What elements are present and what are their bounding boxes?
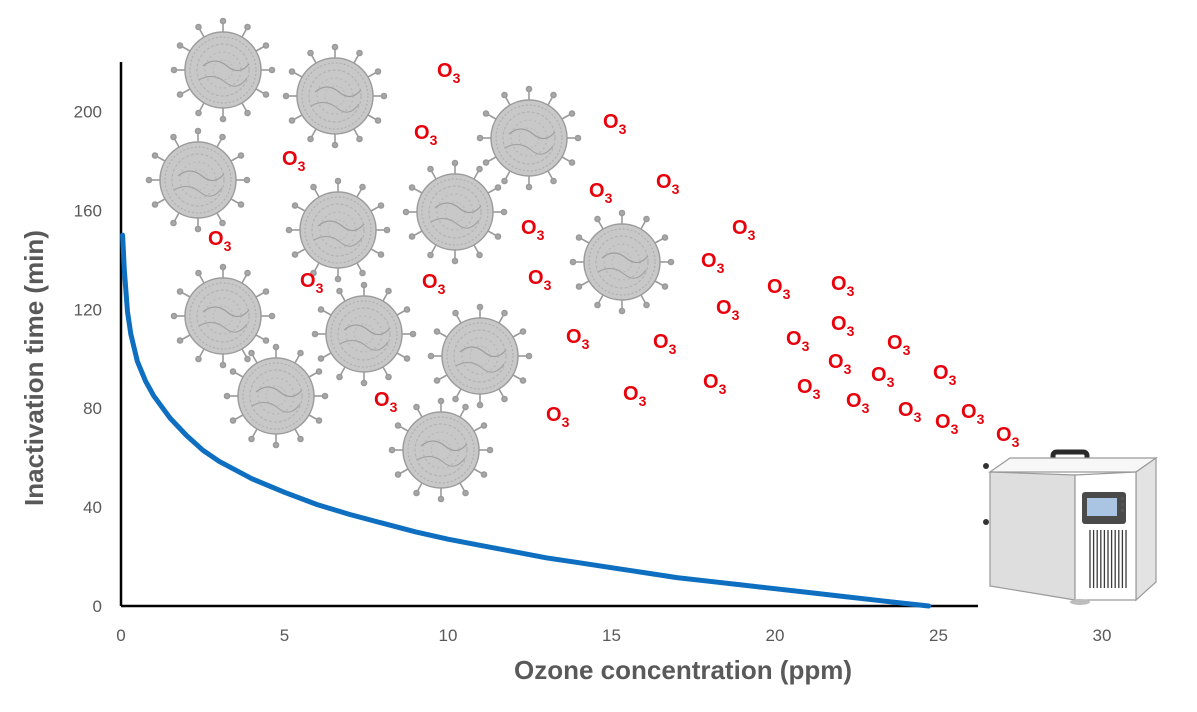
y-tick-label: 80: [83, 399, 102, 418]
virus-icons: [145, 17, 675, 503]
ozone-label: O3: [603, 111, 627, 137]
ozone-label: O3: [797, 376, 821, 402]
virus-icon: [282, 43, 388, 149]
ozone-generator-icon: [983, 449, 1158, 605]
ozone-label: O3: [831, 273, 855, 299]
x-tick-label: 10: [439, 626, 458, 645]
virus-icon: [476, 85, 582, 191]
x-tick-label: 5: [280, 626, 289, 645]
ozone-label: O3: [933, 362, 957, 388]
y-tick-label: 160: [74, 201, 102, 220]
ozone-label: O3: [528, 267, 552, 293]
virus-icon: [402, 159, 508, 265]
virus-icon: [145, 127, 251, 233]
ozone-label: O3: [422, 271, 446, 297]
ozone-label: O3: [656, 171, 680, 197]
ozone-label: O3: [846, 390, 870, 416]
ozone-label: O3: [996, 424, 1020, 450]
virus-icon: [170, 263, 276, 369]
virus-icon: [223, 343, 329, 449]
ozone-label: O3: [871, 364, 895, 390]
ozone-label: O3: [437, 60, 461, 86]
ozone-label: O3: [887, 332, 911, 358]
virus-icon: [569, 209, 675, 315]
y-tick-label: 120: [74, 300, 102, 319]
ozone-label: O3: [374, 389, 398, 415]
ozone-label: O3: [786, 328, 810, 354]
series-line: [120, 232, 932, 609]
ozone-label: O3: [732, 217, 756, 243]
y-tick-label: 40: [83, 498, 102, 517]
ozone-label: O3: [414, 122, 438, 148]
ozone-label: O3: [546, 404, 570, 430]
x-tick-labels: 0 5 10 15 20 25 30: [116, 626, 1111, 645]
ozone-label: O3: [208, 228, 232, 254]
ozone-label: O3: [828, 351, 852, 377]
ozone-label: O3: [716, 297, 740, 323]
ozone-label: O3: [300, 270, 324, 296]
ozone-label: O3: [898, 399, 922, 425]
ozone-label: O3: [703, 371, 727, 397]
ozone-label: O3: [282, 148, 306, 174]
virus-icon: [311, 281, 417, 387]
ozone-label: O3: [623, 383, 647, 409]
x-tick-label: 0: [116, 626, 125, 645]
x-tick-label: 30: [1093, 626, 1112, 645]
ozone-label: O3: [589, 180, 613, 206]
ozone-label: O3: [521, 217, 545, 243]
x-tick-label: 15: [602, 626, 621, 645]
x-tick-label: 20: [766, 626, 785, 645]
ozone-label: O3: [701, 250, 725, 276]
y-tick-label: 0: [93, 597, 102, 616]
x-axis-title: Ozone concentration (ppm): [514, 655, 852, 685]
ozone-label: O3: [961, 401, 985, 427]
ozone-label: O3: [653, 331, 677, 357]
y-tick-labels: 0 40 80 120 160 200: [74, 102, 102, 616]
x-tick-label: 25: [929, 626, 948, 645]
ozone-label: O3: [935, 411, 959, 437]
ozone-label: O3: [831, 313, 855, 339]
virus-icon: [170, 17, 276, 123]
ozone-label: O3: [566, 326, 590, 352]
virus-icon: [285, 177, 391, 283]
virus-icon: [427, 303, 533, 409]
y-tick-label: 200: [74, 102, 102, 121]
y-axis-title: Inactivation time (min): [19, 230, 49, 506]
ozone-label: O3: [767, 276, 791, 302]
virus-icon: [388, 397, 494, 503]
